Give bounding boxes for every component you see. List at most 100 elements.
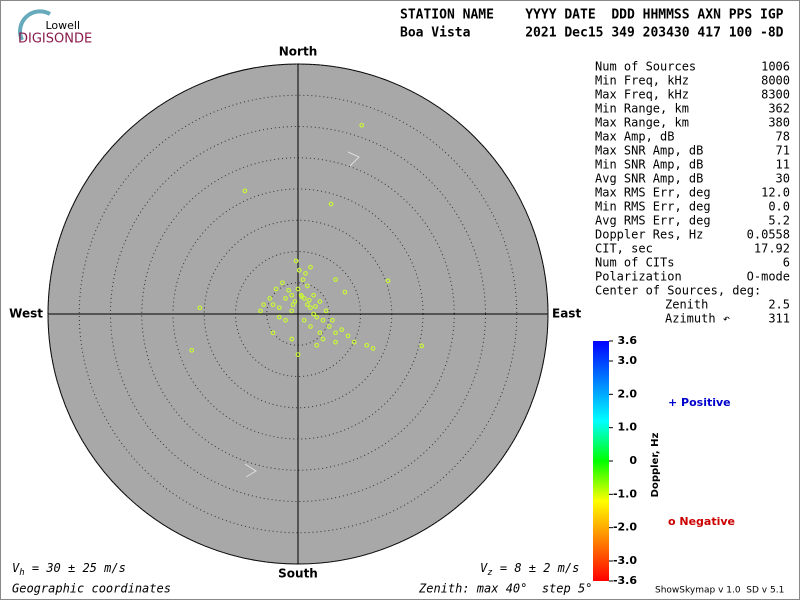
stat-label: Max Range, km	[595, 116, 689, 130]
logo-bottom: DIGISONDE	[18, 32, 92, 47]
stat-label: Doppler Res, Hz	[595, 228, 703, 242]
stat-value: 11	[776, 158, 790, 172]
dir-label: West	[9, 307, 43, 321]
dir-label: East	[552, 307, 581, 321]
rest: = 8 ± 2 m/s	[493, 561, 580, 575]
source-point	[333, 277, 338, 283]
stat-value: 71	[776, 144, 790, 158]
source-point	[283, 295, 288, 301]
logo-arc	[18, 9, 51, 41]
source-point	[293, 258, 299, 264]
stat-value: 2.5	[768, 298, 790, 312]
source-point	[295, 286, 301, 292]
source-point	[300, 277, 306, 283]
colorbar-label: Doppler, Hz	[650, 433, 661, 498]
source-point	[289, 336, 295, 342]
stat-label: Max RMS Err, deg	[595, 186, 711, 200]
source-point	[296, 267, 302, 273]
colorbar-tick-label: -1.0	[613, 487, 637, 500]
colorbar-tick-label: 1.0	[618, 421, 638, 434]
source-point	[303, 270, 308, 276]
stat-label: Max SNR Amp, dB	[595, 144, 703, 158]
source-point	[197, 305, 203, 311]
stat-label: CIT, sec	[595, 242, 653, 256]
source-point	[304, 302, 310, 308]
stat-value: 1006	[761, 60, 790, 74]
source-point	[308, 324, 313, 329]
source-point	[326, 324, 332, 329]
stat-label: Min Freq, kHz	[595, 74, 689, 88]
source-point	[283, 317, 288, 323]
stat-value: O-mode	[747, 270, 790, 284]
stat-value: 30	[776, 172, 790, 186]
source-point	[242, 188, 248, 194]
zenith-info: Zenith: max 40° step 5°	[418, 582, 592, 596]
source-point	[267, 295, 273, 301]
logo-top: Lowell	[45, 19, 80, 32]
source-point	[314, 342, 320, 348]
stat-value: 380	[768, 116, 790, 130]
legend-negative: o Negative	[668, 515, 735, 528]
source-point	[314, 314, 320, 320]
colorbar-tick-label: -3.0	[613, 554, 637, 567]
source-point	[299, 294, 305, 299]
version: ShowSkymap v 1.0 SD v 5.1	[655, 586, 784, 596]
header-line: Boa Vista 2021 Dec15 349 203430 417 100 …	[400, 26, 784, 41]
stat-value: 12.0	[761, 186, 790, 200]
stat-value: 8300	[761, 88, 790, 102]
source-point	[320, 317, 326, 323]
source-point	[308, 264, 313, 270]
source-point	[317, 299, 323, 304]
stat-label: Polarization	[595, 270, 682, 284]
dir-label: South	[278, 567, 318, 581]
source-point	[339, 327, 345, 333]
source-point	[370, 345, 376, 351]
source-point	[419, 343, 425, 349]
stat-value: 17.92	[754, 242, 790, 256]
source-point	[270, 330, 276, 336]
stat-label: Max Amp, dB	[595, 130, 674, 144]
source-point	[289, 308, 295, 314]
source-point	[289, 292, 295, 298]
stat-label: Num of CITs	[595, 256, 674, 270]
stat-label: Min SNR Amp, dB	[595, 158, 703, 172]
source-point	[276, 314, 282, 320]
source-point	[258, 308, 263, 314]
colorbar-tick-label: -2.0	[613, 521, 637, 534]
source-point	[329, 317, 335, 323]
colorbar-tick-label: 0	[629, 454, 637, 467]
source-point	[311, 292, 317, 298]
stat-label: Avg RMS Err, deg	[595, 214, 711, 228]
colorbar-tick-label: -3.6	[613, 574, 637, 587]
stat-label: Avg SNR Amp, dB	[595, 172, 703, 186]
source-point	[328, 201, 334, 207]
v: V	[12, 561, 20, 575]
stat-value: 8000	[761, 74, 790, 88]
chevron	[244, 463, 257, 478]
stat-value: 0.0558	[747, 228, 790, 242]
stat-value: 78	[776, 130, 790, 144]
stat-value: 362	[768, 102, 790, 116]
vh: Vh = 30 ± 25 m/s	[12, 561, 126, 578]
rest: = 30 ± 25 m/s	[25, 561, 126, 575]
stat-label: Zenith	[665, 298, 708, 312]
source-point	[323, 308, 329, 314]
source-point	[345, 333, 351, 339]
header-line: STATION NAME YYYY DATE DDD HHMMSS AXN PP…	[400, 8, 784, 23]
source-point	[385, 278, 391, 284]
colorbar-tick-label: 2.0	[618, 387, 638, 400]
stat-label: Min Range, km	[595, 102, 689, 116]
source-point	[295, 352, 301, 358]
colorbar-tick-label: 3.0	[618, 354, 638, 367]
source-point	[333, 339, 338, 345]
source-point	[270, 302, 276, 308]
source-point	[308, 305, 313, 311]
source-point	[359, 122, 365, 128]
source-point	[279, 280, 285, 286]
vz: Vz = 8 ± 2 m/s	[480, 561, 579, 578]
source-point	[333, 330, 338, 336]
stat-value: 5.2	[768, 214, 790, 228]
dir-label: North	[279, 45, 317, 59]
stat-value: 0.0	[768, 200, 790, 214]
source-point	[313, 304, 318, 309]
